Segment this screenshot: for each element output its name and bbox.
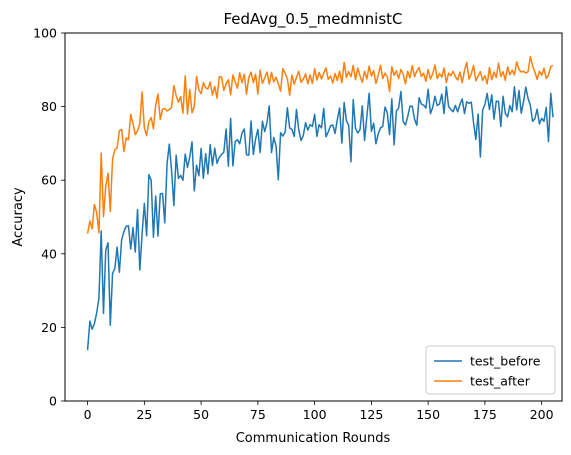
x-tick-label: 25 [136, 407, 152, 422]
legend-box [425, 345, 556, 395]
x-tick-label: 0 [84, 407, 92, 422]
y-tick-label: 40 [41, 246, 57, 261]
x-tick-label: 75 [250, 407, 266, 422]
x-axis-label: Communication Rounds [236, 431, 391, 446]
y-tick-label: 80 [41, 99, 57, 114]
plot-area [86, 55, 554, 351]
x-tick-label: 175 [473, 407, 497, 422]
legend: test_before test_after [425, 345, 556, 395]
y-tick-label: 60 [41, 173, 57, 188]
y-axis-ticks: 0 20 40 60 80 100 [33, 26, 65, 409]
legend-label-test-after: test_after [470, 374, 531, 389]
x-tick-label: 100 [303, 407, 327, 422]
x-tick-label: 125 [359, 407, 383, 422]
x-tick-label: 200 [530, 407, 554, 422]
legend-label-test-before: test_before [470, 354, 541, 369]
y-tick-label: 20 [41, 320, 57, 335]
x-tick-label: 50 [193, 407, 209, 422]
series-line-test-before [86, 85, 554, 351]
chart-title: FedAvg_0.5_medmnistC [223, 10, 402, 29]
x-axis-ticks: 0 25 50 75 100 125 150 175 200 [84, 401, 554, 422]
series-line-test-after [86, 55, 554, 234]
y-axis-label: Accuracy [11, 187, 26, 247]
y-tick-label: 0 [49, 394, 57, 409]
x-tick-label: 150 [416, 407, 440, 422]
y-tick-label: 100 [33, 26, 57, 41]
plot-frame [64, 32, 563, 402]
